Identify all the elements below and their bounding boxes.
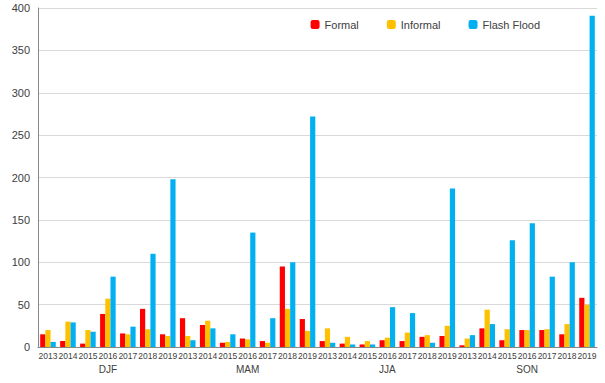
svg-text:2016: 2016 (238, 351, 257, 361)
svg-text:2019: 2019 (298, 351, 317, 361)
svg-text:Flash Flood: Flash Flood (483, 19, 540, 31)
svg-text:2016: 2016 (98, 351, 117, 361)
svg-text:2014: 2014 (58, 351, 77, 361)
svg-text:2018: 2018 (558, 351, 577, 361)
svg-text:2019: 2019 (438, 351, 457, 361)
svg-text:2015: 2015 (78, 351, 97, 361)
svg-text:JJA: JJA (379, 364, 396, 375)
svg-text:200: 200 (12, 172, 30, 184)
svg-text:2017: 2017 (398, 351, 417, 361)
svg-text:2019: 2019 (158, 351, 177, 361)
svg-text:2017: 2017 (538, 351, 557, 361)
svg-text:MAM: MAM (236, 364, 259, 375)
svg-text:100: 100 (12, 256, 30, 268)
svg-text:150: 150 (12, 214, 30, 226)
svg-text:2013: 2013 (39, 351, 58, 361)
svg-text:2014: 2014 (478, 351, 497, 361)
svg-text:2019: 2019 (578, 351, 597, 361)
svg-text:SON: SON (516, 364, 538, 375)
svg-text:2015: 2015 (498, 351, 517, 361)
svg-text:0: 0 (24, 341, 30, 353)
svg-text:2016: 2016 (518, 351, 537, 361)
svg-text:2018: 2018 (278, 351, 297, 361)
svg-text:2017: 2017 (118, 351, 137, 361)
svg-text:2015: 2015 (358, 351, 377, 361)
svg-text:DJF: DJF (99, 364, 117, 375)
svg-text:Informal: Informal (401, 19, 441, 31)
svg-text:2017: 2017 (258, 351, 277, 361)
svg-text:300: 300 (12, 87, 30, 99)
svg-text:2014: 2014 (338, 351, 357, 361)
svg-text:2013: 2013 (458, 351, 477, 361)
svg-text:350: 350 (12, 44, 30, 56)
svg-text:2018: 2018 (138, 351, 157, 361)
svg-text:2015: 2015 (218, 351, 237, 361)
svg-text:2013: 2013 (318, 351, 337, 361)
svg-text:400: 400 (12, 2, 30, 14)
svg-text:Formal: Formal (325, 19, 359, 31)
svg-text:2014: 2014 (198, 351, 217, 361)
svg-text:2013: 2013 (178, 351, 197, 361)
svg-text:2016: 2016 (378, 351, 397, 361)
svg-text:50: 50 (18, 299, 30, 311)
svg-text:250: 250 (12, 129, 30, 141)
svg-text:2018: 2018 (418, 351, 437, 361)
